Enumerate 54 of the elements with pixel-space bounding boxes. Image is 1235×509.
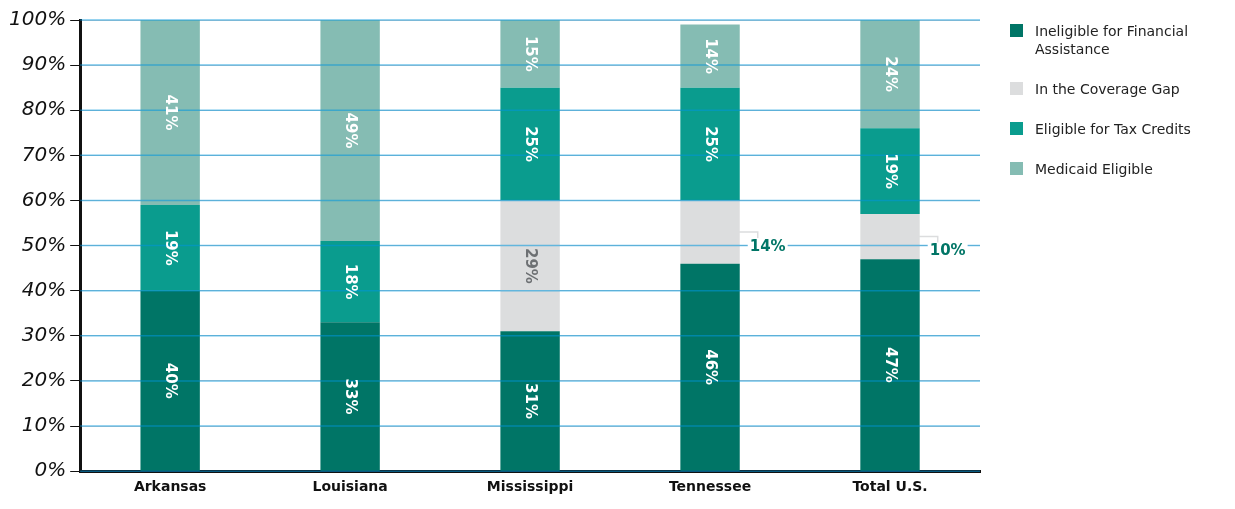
bar [140, 20, 200, 205]
bar [500, 87, 560, 201]
y-tick-label: 20% [21, 367, 67, 392]
y-tick-label: 90% [21, 51, 67, 76]
data-label: 19% [882, 153, 901, 190]
y-tick-label: 30% [21, 322, 67, 347]
x-tick-label: Total U.S. [852, 478, 928, 495]
data-label: 14% [749, 236, 786, 255]
y-tick-label: 40% [21, 276, 67, 301]
y-tick-label: 60% [21, 186, 67, 211]
x-tick-label: Tennessee [668, 478, 752, 495]
data-label: 29% [522, 247, 541, 284]
legend-label: In the Coverage Gap [1035, 80, 1180, 98]
y-tick-label: 10% [21, 412, 67, 437]
y-tick-label: 70% [21, 141, 67, 166]
y-tick-label: 0% [34, 457, 67, 482]
data-label: 24% [882, 56, 901, 93]
data-label: 14% [702, 38, 721, 75]
bar [500, 331, 560, 471]
bar [860, 20, 920, 129]
bar [680, 87, 740, 201]
bar [320, 241, 380, 323]
bar [140, 204, 200, 291]
bar [500, 20, 560, 88]
bar [320, 20, 380, 242]
x-tick-label: Arkansas [133, 478, 207, 495]
bar [320, 322, 380, 471]
y-tick-label: 100% [8, 6, 67, 31]
bar [680, 24, 740, 88]
bar [860, 259, 920, 471]
bar [680, 263, 740, 471]
data-label: 25% [522, 126, 541, 163]
y-tick-label: 50% [21, 231, 67, 256]
bar [140, 290, 200, 471]
legend-label: Medicaid Eligible [1035, 160, 1153, 178]
data-label: 47% [882, 346, 901, 383]
data-label: 31% [522, 383, 541, 419]
legend-label: Eligible for Tax Credits [1035, 120, 1191, 138]
data-label: 15% [522, 35, 541, 72]
data-label: 18% [342, 263, 361, 300]
data-label: 19% [162, 229, 181, 266]
data-label: 33% [342, 378, 361, 415]
y-tick-label: 80% [21, 96, 67, 121]
data-label: 10% [929, 241, 966, 260]
x-tick-label: Mississippi [486, 478, 574, 495]
data-label: 41% [162, 94, 181, 131]
data-label: 49% [342, 112, 361, 149]
data-label: 25% [702, 126, 721, 163]
data-label: 46% [702, 349, 721, 386]
data-label: 40% [162, 362, 181, 399]
bar [500, 200, 560, 332]
bar [860, 128, 920, 215]
x-tick-label: Louisiana [312, 478, 388, 495]
legend-label: Ineligible for Financial Assistance [1035, 22, 1189, 58]
